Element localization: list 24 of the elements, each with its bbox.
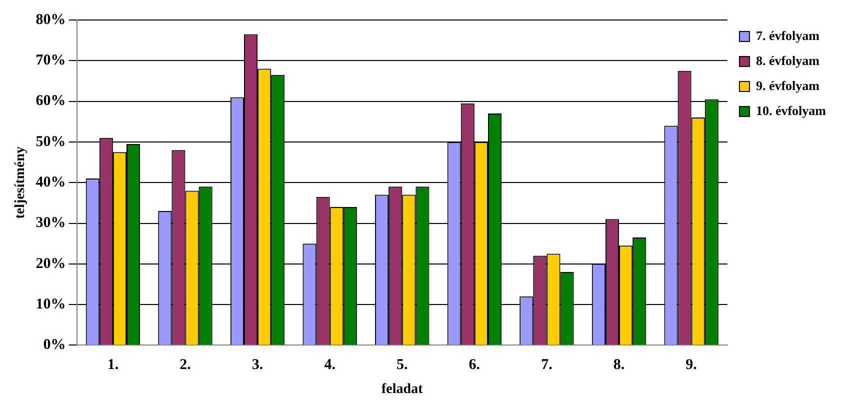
x-tick-label: 1. [107,357,119,374]
y-axis-title: teljesítmény [13,146,28,219]
y-tick-label: 10% [36,296,66,312]
x-tick-label: 5. [396,357,408,374]
x-tick-label: 9. [686,357,698,374]
x-tick-label: 8. [613,357,625,374]
y-tick-label: 20% [36,256,66,272]
y-tick-label: 80% [36,12,66,28]
y-tick-label: 0% [43,337,66,354]
x-tick-label: 4. [324,357,336,374]
x-axis-title: feladat [382,382,424,398]
x-tick-label: 2. [180,357,192,374]
y-tick-label: 50% [36,134,66,150]
legend-label: 7. évfolyam [756,28,820,43]
x-tick-label: 7. [541,357,553,374]
x-tick-label: 3. [252,357,264,374]
x-tick-label: 6. [468,357,480,374]
legend-label: 9. évfolyam [756,78,820,93]
y-tick-label: 70% [36,52,66,69]
y-tick-label: 30% [36,215,66,232]
legend-label: 8. évfolyam [756,52,820,68]
y-tick-label: 40% [36,174,66,190]
y-tick-label: 60% [36,93,66,110]
legend-label: 10. évfolyam [756,102,826,118]
